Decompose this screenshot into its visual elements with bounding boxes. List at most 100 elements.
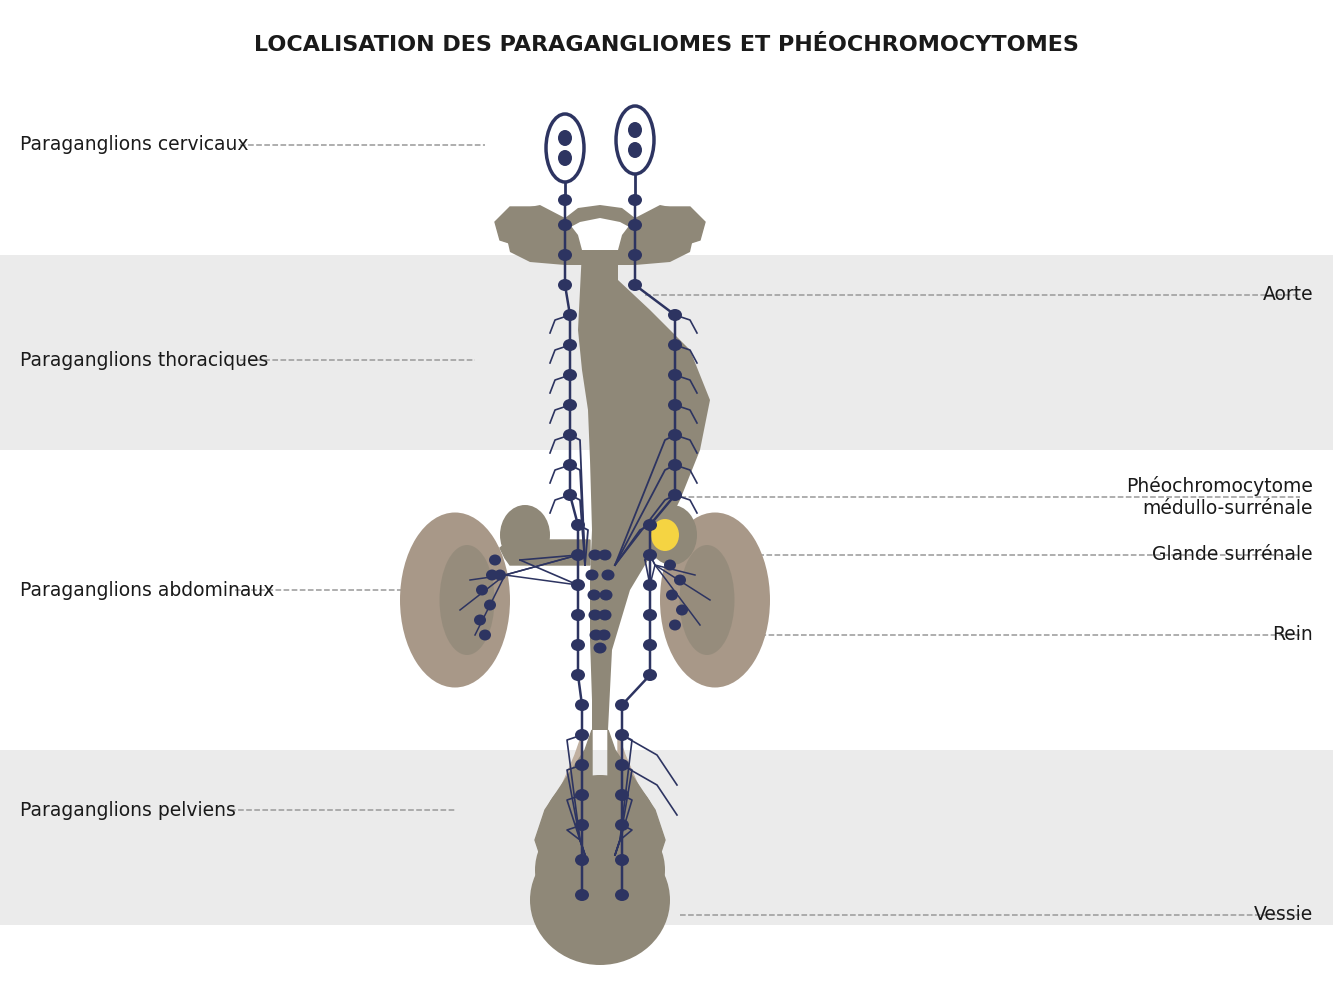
Text: Paraganglions abdominaux: Paraganglions abdominaux [20,580,275,599]
Ellipse shape [545,775,655,865]
Ellipse shape [575,789,589,801]
Polygon shape [551,735,583,845]
Ellipse shape [563,369,577,381]
Ellipse shape [676,604,688,615]
Ellipse shape [575,729,589,741]
Ellipse shape [563,429,577,441]
Ellipse shape [651,519,678,551]
Text: Paraganglions thoraciques: Paraganglions thoraciques [20,351,268,369]
Ellipse shape [643,609,657,621]
Polygon shape [619,205,694,265]
Ellipse shape [479,630,491,641]
Ellipse shape [487,570,499,580]
Ellipse shape [575,854,589,866]
Ellipse shape [571,549,585,561]
Ellipse shape [668,339,682,351]
Ellipse shape [615,854,629,866]
Polygon shape [611,540,655,565]
Ellipse shape [643,669,657,681]
Ellipse shape [601,570,615,580]
Ellipse shape [571,609,585,621]
Ellipse shape [500,505,551,565]
Ellipse shape [597,630,611,641]
Ellipse shape [593,643,607,654]
Ellipse shape [666,589,678,600]
Ellipse shape [643,549,657,561]
Ellipse shape [563,399,577,411]
Polygon shape [608,730,665,855]
Text: Glande surrénale: Glande surrénale [1152,546,1313,564]
Ellipse shape [559,130,572,146]
Text: Phéochromocytome
médullo-surrénale: Phéochromocytome médullo-surrénale [1126,476,1313,518]
Polygon shape [500,540,591,565]
Ellipse shape [615,729,629,741]
Ellipse shape [559,279,572,291]
Ellipse shape [647,505,697,565]
Ellipse shape [643,639,657,651]
Ellipse shape [615,759,629,771]
Ellipse shape [531,835,670,965]
Ellipse shape [535,810,665,930]
Ellipse shape [668,489,682,501]
Ellipse shape [563,489,577,501]
Ellipse shape [589,630,603,641]
Ellipse shape [563,309,577,321]
Ellipse shape [674,574,686,585]
Ellipse shape [660,512,770,688]
Text: Paraganglions pelviens: Paraganglions pelviens [20,800,236,820]
Ellipse shape [599,609,612,620]
Polygon shape [579,250,710,730]
Bar [0,255,1333,450]
Ellipse shape [628,194,643,206]
Ellipse shape [628,142,643,158]
Ellipse shape [400,512,511,688]
Ellipse shape [563,459,577,471]
Text: Aorte: Aorte [1262,286,1313,304]
Ellipse shape [643,579,657,591]
Polygon shape [619,735,651,845]
Text: Paraganglions cervicaux: Paraganglions cervicaux [20,135,248,154]
Polygon shape [535,730,592,855]
Ellipse shape [616,106,655,174]
Ellipse shape [680,545,734,655]
Ellipse shape [559,150,572,166]
Text: Rein: Rein [1272,626,1313,645]
Ellipse shape [588,589,600,600]
Ellipse shape [669,619,681,631]
Ellipse shape [588,609,601,620]
Ellipse shape [495,570,507,580]
Ellipse shape [559,219,572,231]
Ellipse shape [475,614,487,626]
Text: LOCALISATION DES PARAGANGLIOMES ET PHÉOCHROMOCYTOMES: LOCALISATION DES PARAGANGLIOMES ET PHÉOC… [253,35,1078,55]
Ellipse shape [615,889,629,901]
Ellipse shape [600,589,612,600]
Text: Vessie: Vessie [1254,906,1313,924]
Polygon shape [655,207,705,248]
Ellipse shape [489,554,501,566]
Ellipse shape [476,584,488,595]
Ellipse shape [575,759,589,771]
Ellipse shape [575,819,589,831]
Ellipse shape [559,194,572,206]
Ellipse shape [668,459,682,471]
Ellipse shape [563,339,577,351]
Ellipse shape [643,519,657,531]
Ellipse shape [575,889,589,901]
Ellipse shape [668,399,682,411]
Ellipse shape [588,550,601,560]
Ellipse shape [571,639,585,651]
Ellipse shape [440,545,495,655]
Polygon shape [495,207,545,248]
Ellipse shape [599,550,612,560]
Ellipse shape [668,309,682,321]
Ellipse shape [628,219,643,231]
Ellipse shape [664,560,676,570]
Ellipse shape [668,369,682,381]
Ellipse shape [585,570,599,580]
Ellipse shape [571,669,585,681]
Ellipse shape [571,519,585,531]
Ellipse shape [575,699,589,711]
Ellipse shape [628,122,643,138]
Ellipse shape [615,819,629,831]
Ellipse shape [484,599,496,610]
